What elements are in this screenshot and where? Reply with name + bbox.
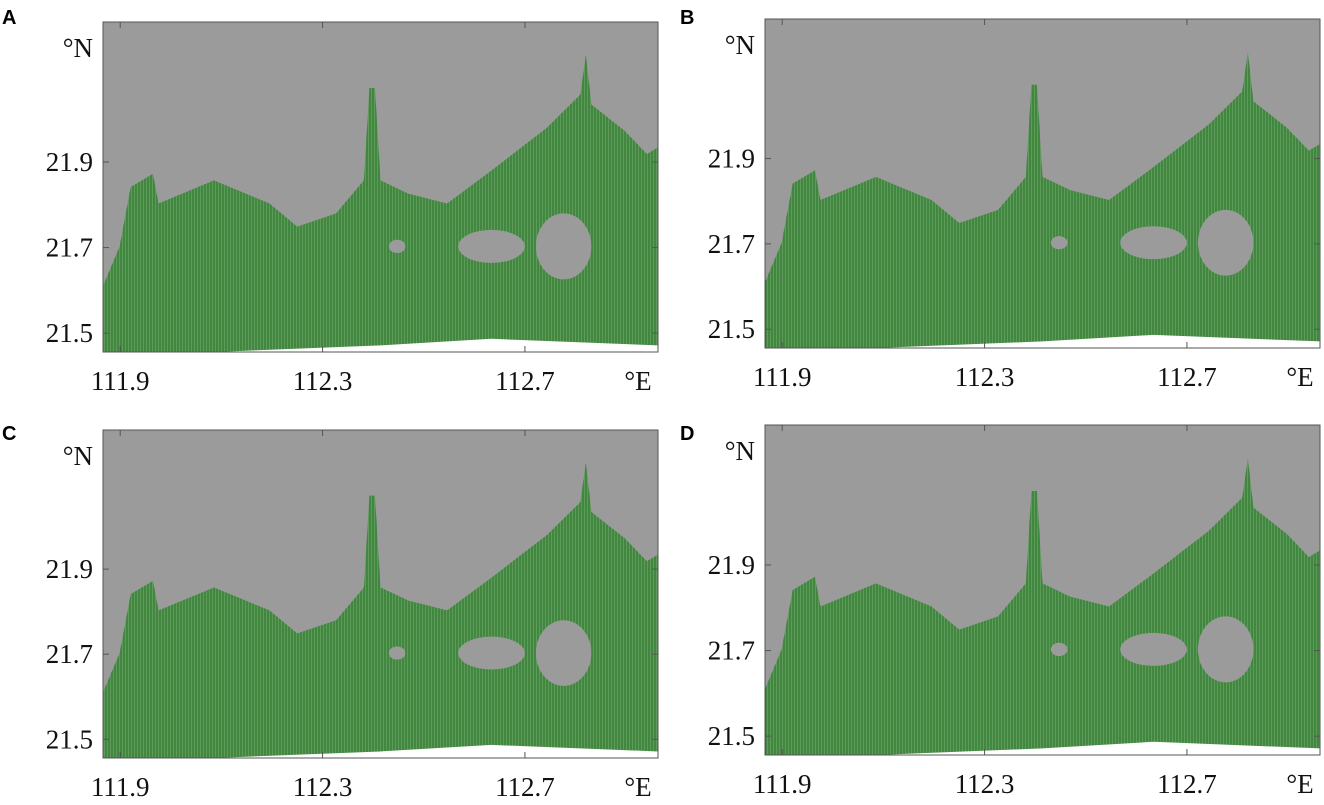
island (535, 213, 592, 280)
island (458, 636, 525, 670)
lat-unit: °N (63, 441, 93, 471)
map-panel: 111.9 112.3 112.7 21.5 21.7 21.9 °N °E A (2, 7, 659, 396)
x-tick-label: 112.3 (955, 362, 1015, 392)
water-mesh (765, 458, 1320, 755)
axes-frame (102, 21, 659, 353)
y-tick-label: 21.7 (708, 636, 755, 666)
y-tick-label: 21.5 (708, 314, 755, 344)
x-tick-label: 112.7 (495, 366, 555, 396)
island (1050, 236, 1068, 250)
lon-unit: °E (624, 772, 651, 802)
island (1120, 632, 1187, 666)
island (388, 646, 406, 660)
y-tick-label: 21.5 (708, 721, 755, 751)
y-tick-label: 21.9 (708, 550, 755, 580)
x-tick-label: 111.9 (753, 362, 812, 392)
panel-label: D (680, 423, 694, 445)
island (535, 620, 592, 686)
y-tick-label: 21.5 (46, 318, 93, 348)
y-tick-label: 21.9 (708, 144, 755, 174)
island (458, 229, 525, 263)
y-tick-label: 21.9 (46, 554, 93, 584)
x-tick-label: 111.9 (753, 769, 812, 799)
y-tick-label: 21.7 (46, 233, 93, 263)
map-panel: 111.9 112.3 112.7 21.5 21.7 21.9 °N °E B (680, 7, 1321, 392)
water-mesh (103, 55, 658, 352)
panel-label: B (680, 7, 694, 29)
x-tick-label: 112.3 (293, 366, 353, 396)
lat-unit: °N (725, 30, 755, 60)
axes-frame (764, 18, 1321, 349)
panel-label: C (2, 423, 16, 445)
x-tick-label: 111.9 (91, 366, 150, 396)
lon-unit: °E (1286, 362, 1313, 392)
island (1197, 209, 1254, 276)
lat-unit: °N (725, 436, 755, 466)
map-panel: 111.9 112.3 112.7 21.5 21.7 21.9 °N °E C (2, 423, 659, 802)
water-mesh (765, 51, 1320, 349)
axes-frame (102, 429, 659, 759)
x-tick-label: 112.7 (1157, 362, 1217, 392)
x-tick-label: 112.7 (495, 772, 555, 802)
y-tick-label: 21.9 (46, 147, 93, 177)
island (1197, 616, 1254, 683)
y-tick-label: 21.5 (46, 724, 93, 754)
panel-label: A (2, 7, 16, 29)
island (1050, 642, 1068, 657)
map-panel: 111.9 112.3 112.7 21.5 21.7 21.9 °N °E D (680, 423, 1321, 799)
y-tick-label: 21.7 (708, 229, 755, 259)
axes-frame (764, 424, 1321, 756)
x-tick-label: 111.9 (91, 772, 150, 802)
island (388, 239, 406, 253)
x-tick-label: 112.7 (1157, 769, 1217, 799)
x-tick-label: 112.3 (955, 769, 1015, 799)
y-tick-label: 21.7 (46, 639, 93, 669)
lon-unit: °E (1286, 769, 1313, 799)
island (1120, 226, 1187, 260)
water-mesh (103, 462, 658, 758)
lon-unit: °E (624, 366, 651, 396)
lat-unit: °N (63, 33, 93, 63)
x-tick-label: 112.3 (293, 772, 353, 802)
